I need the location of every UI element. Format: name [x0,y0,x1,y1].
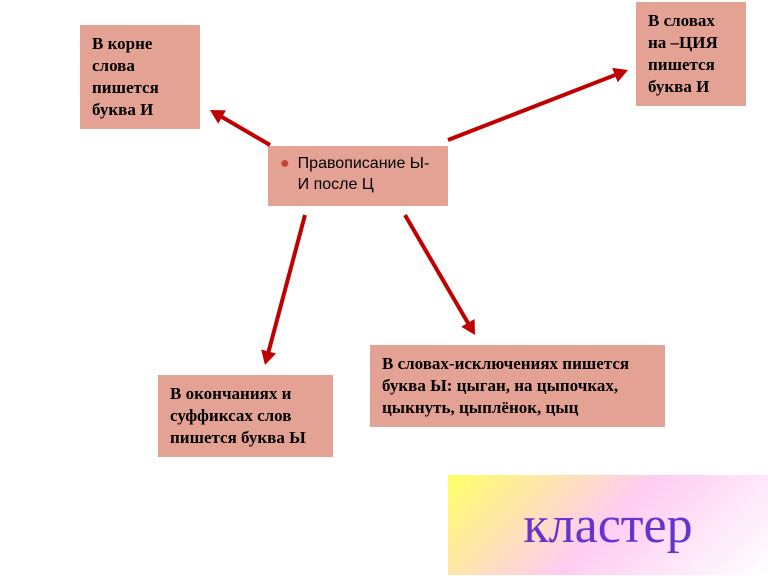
center-node-text: Правописание Ы-И после Ц [298,154,436,196]
arrow-line [405,215,469,324]
node-text: В окончаниях и суффиксах слов пишется бу… [170,384,306,447]
node-bottom-left: В окончаниях и суффиксах слов пишется бу… [158,375,333,457]
node-top-right: В словах на –ЦИЯ пишется буква И [636,2,746,106]
arrow-line [448,75,616,140]
footer-label: кластер [448,475,768,575]
arrow-head [461,319,475,335]
arrow-head [261,349,276,365]
node-text: В корне слова пишется буква И [92,34,159,119]
node-text: В словах-исключениях пишется буква Ы: цы… [382,354,629,417]
arrow-head [612,68,628,82]
center-node: ● Правописание Ы-И после Ц [268,146,448,206]
arrow-head [210,110,226,124]
footer-text: кластер [523,496,692,555]
bullet-icon: ● [280,154,290,175]
arrow-line [268,215,305,353]
node-bottom-right: В словах-исключениях пишется буква Ы: цы… [370,345,665,427]
arrow-line [221,116,270,145]
node-text: В словах на –ЦИЯ пишется буква И [648,11,718,96]
node-top-left: В корне слова пишется буква И [80,25,200,129]
